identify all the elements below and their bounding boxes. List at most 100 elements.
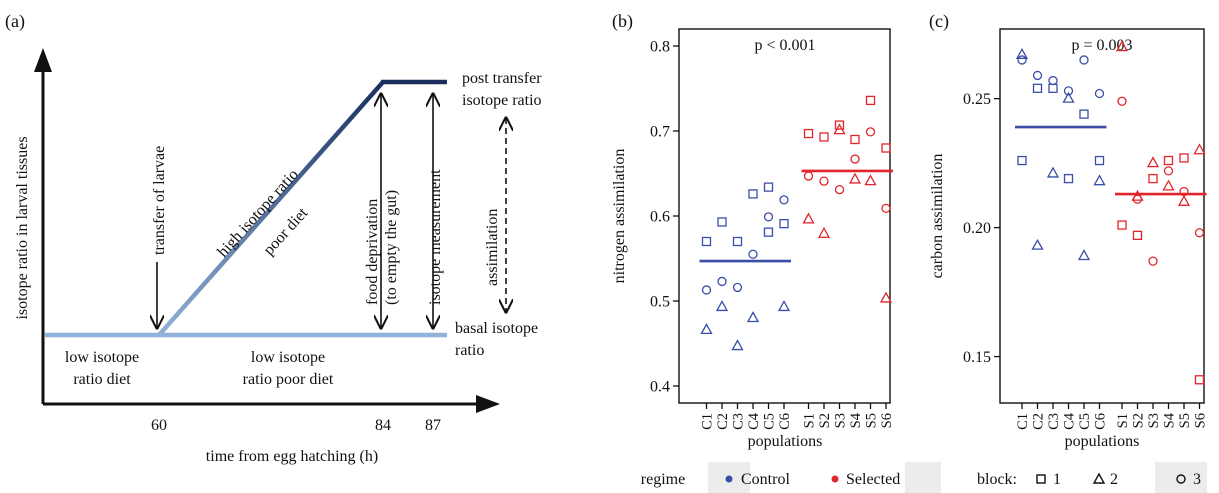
legend-triangle-icon [1092, 472, 1106, 484]
legend-square-icon [1036, 474, 1046, 484]
panel-b-label: (b) [612, 11, 633, 32]
x-tick-label: C3 [731, 413, 747, 430]
data-point-triangle [817, 227, 831, 239]
panel-b-plot: 0.4 0.5 0.6 0.7 0.8 C1 C2 C3 C4 C5 C6 S1 S2 S3 S4 S5 S6 [650, 39, 895, 430]
panel-a-x-label: time from egg hatching (h) [206, 448, 378, 465]
x-tick-label: C2 [1031, 413, 1047, 430]
panel-b-frame [678, 28, 891, 404]
data-point-square [1148, 173, 1158, 184]
x-tick-label: C4 [1062, 412, 1078, 430]
data-point-circle [763, 212, 774, 222]
data-point-square [701, 236, 712, 247]
legend-block3-label: 3 [1193, 471, 1201, 488]
data-point-square [865, 95, 876, 106]
panel-c-label: (c) [929, 11, 949, 32]
high-ratio-label: high isotope ratio [214, 166, 302, 261]
data-point-circle [1032, 70, 1043, 81]
x-tick-label: C5 [762, 413, 778, 430]
x-tick-label: S5 [1177, 413, 1193, 428]
data-point-triangle [1031, 238, 1044, 250]
y-tick-label: 0.15 [963, 349, 991, 366]
post-transfer-label-2: isotope ratio [462, 92, 542, 109]
data-point-square [1017, 155, 1027, 166]
data-point-circle [748, 249, 758, 259]
data-point-square [763, 182, 774, 192]
panel-c-p-value: p = 0.003 [1071, 37, 1132, 54]
x-tick-label: S6 [1193, 413, 1209, 428]
low-diet-label: low isotope [65, 349, 139, 366]
basal-ratio-label-2: ratio [455, 342, 484, 359]
y-tick-label: 0.5 [650, 294, 670, 311]
legend-block1-label: 1 [1053, 471, 1061, 488]
low-diet-label-2: ratio diet [73, 371, 131, 388]
data-point-circle [1148, 256, 1158, 266]
panel-a-x-arrowhead [476, 395, 500, 413]
panel-a-y-label: isotope ratio in larval tissues [14, 136, 31, 319]
x-tick-label: C2 [715, 413, 731, 430]
data-point-triangle [777, 300, 791, 312]
x-tick-label: C6 [1093, 413, 1109, 430]
data-point-square [1194, 375, 1205, 385]
panel-a-y-arrowhead [34, 48, 52, 72]
data-point-square [1048, 83, 1058, 93]
data-point-square [1079, 109, 1089, 119]
x-tick-label: S5 [864, 413, 880, 428]
data-point-circle [1094, 88, 1105, 99]
data-point-circle [1063, 86, 1074, 96]
transfer-label: transfer of larvae [151, 146, 168, 255]
data-point-square [850, 134, 860, 145]
data-point-triangle [1046, 166, 1060, 178]
legend: regime Control Selected block: 1 2 3 [641, 462, 1207, 493]
data-point-circle [779, 195, 789, 205]
y-tick-label: 0.25 [963, 91, 991, 108]
data-point-square [748, 189, 758, 199]
x-tick-label: C1 [1015, 413, 1031, 430]
legend-block-label: block: [977, 471, 1017, 488]
data-point-square [803, 128, 814, 139]
data-point-square [779, 218, 789, 229]
data-point-triangle [1146, 156, 1160, 168]
x-tick-label: C3 [1046, 413, 1062, 430]
data-point-triangle [1177, 194, 1191, 206]
y-tick-label: 0.4 [650, 379, 670, 396]
data-point-triangle [833, 123, 846, 135]
data-point-circle [1132, 194, 1143, 204]
y-tick-label: 0.6 [650, 209, 670, 226]
data-point-triangle [848, 172, 862, 184]
data-point-square [1132, 230, 1143, 240]
panel-c-y-label: carbon assimilation [929, 154, 946, 279]
x-tick-label: S6 [879, 413, 895, 428]
data-point-triangle [746, 311, 760, 323]
isotope-measurement-label: isotope measurement [427, 169, 444, 305]
low-poor-diet-label: low isotope [251, 349, 325, 366]
y-tick-label: 0.20 [963, 220, 991, 237]
data-point-circle [701, 285, 712, 295]
data-point-circle [865, 127, 876, 137]
low-poor-diet-label-2: ratio poor diet [243, 371, 334, 388]
panel-b-x-label: populations [748, 433, 823, 450]
data-point-square [1063, 173, 1074, 184]
data-point-square [717, 217, 727, 227]
data-point-circle [1117, 96, 1127, 106]
data-point-circle [1179, 186, 1189, 197]
data-point-square [881, 143, 891, 153]
x-tick-label: S1 [1115, 413, 1131, 428]
panel-b-y-label: nitrogen assimilation [611, 149, 628, 284]
data-point-triangle [1193, 143, 1206, 155]
x-tick-label: C6 [777, 413, 793, 430]
x-tick-label: S2 [1131, 413, 1147, 428]
data-point-square [1179, 153, 1189, 163]
food-deprivation-label: food deprivation [364, 199, 381, 305]
panel-a: (a) isotope ratio in larval tissues time… [5, 11, 542, 465]
data-point-triangle [1015, 47, 1029, 59]
data-point-triangle [1062, 91, 1075, 103]
data-point-triangle [1115, 40, 1129, 52]
legend-control-label: Control [741, 471, 790, 488]
panel-b: (b) nitrogen assimilation populations p … [611, 11, 895, 450]
data-point-circle [1017, 55, 1027, 65]
panel-a-xtick-60: 60 [151, 417, 167, 434]
legend-selected-bg [905, 462, 941, 493]
high-ratio-ramp-line [157, 80, 385, 337]
legend-regime-label: regime [641, 471, 685, 488]
data-point-square [1163, 155, 1174, 166]
